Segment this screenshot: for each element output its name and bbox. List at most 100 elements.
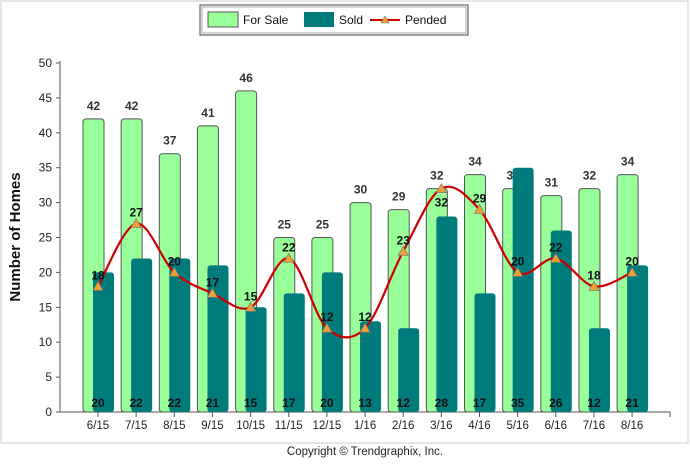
pended-legend-label: Pended	[405, 13, 446, 27]
pended-marker	[321, 322, 333, 333]
x-tick-label: 8/16	[621, 420, 643, 432]
pended-value-label: 20	[625, 254, 639, 268]
sold-bar	[398, 328, 420, 412]
y-tick-label: 15	[39, 300, 53, 314]
pended-value-label: 15	[244, 289, 258, 303]
pended-value-label: 12	[320, 310, 334, 324]
pended-value-label: 17	[206, 275, 220, 289]
sold-value-label: 22	[168, 396, 182, 410]
x-tick-label: 2/16	[392, 420, 414, 432]
pended-marker	[130, 217, 142, 228]
pended-marker	[512, 266, 524, 277]
pended-marker	[550, 252, 562, 263]
pended-marker	[473, 203, 486, 214]
x-tick-label: 11/15	[275, 420, 303, 432]
sold-bar	[169, 258, 191, 412]
sold-bar	[550, 230, 572, 412]
sold-legend-swatch	[304, 12, 334, 27]
pended-value-label: 18	[91, 268, 105, 282]
sold-value-label: 20	[320, 396, 334, 410]
for-sale-legend-swatch	[207, 11, 239, 28]
for-sale-value-label: 42	[87, 99, 101, 113]
x-tick-label: 10/15	[236, 420, 265, 432]
for-sale-value-label: 42	[125, 99, 139, 113]
pended-value-label: 27	[129, 206, 143, 220]
y-tick-label: 30	[39, 196, 53, 210]
pended-marker	[397, 245, 409, 256]
sold-legend-label: Sold	[339, 13, 363, 27]
y-axis-label: Number of Homes	[7, 172, 24, 301]
sold-bar	[245, 307, 267, 412]
x-tick-label: 7/16	[583, 420, 605, 432]
pended-marker	[283, 252, 295, 263]
pended-marker	[168, 266, 180, 277]
sold-bar	[321, 272, 343, 412]
x-tick-label: 8/15	[163, 420, 185, 432]
sold-bar	[360, 321, 382, 412]
for-sale-value-label: 34	[468, 155, 482, 169]
sold-value-label: 15	[244, 396, 258, 410]
y-tick-label: 5	[45, 370, 52, 384]
sold-value-label: 26	[549, 396, 563, 410]
for-sale-legend-label: For Sale	[243, 13, 289, 27]
for-sale-value-label: 32	[583, 169, 597, 183]
pended-value-label: 22	[549, 240, 563, 254]
sold-bar	[474, 293, 496, 412]
x-tick-label: 1/16	[354, 420, 376, 432]
pended-marker	[359, 322, 371, 333]
sold-value-label: 20	[91, 396, 105, 410]
pended-marker	[435, 182, 447, 193]
sold-bar	[512, 167, 534, 412]
pended-value-label: 22	[282, 240, 296, 254]
sold-value-label: 17	[473, 396, 487, 410]
for-sale-value-label: 30	[354, 183, 368, 197]
legend: For Sale Sold Pended	[199, 4, 469, 36]
x-tick-label: 4/16	[468, 420, 490, 432]
sold-value-label: 35	[511, 396, 525, 410]
for-sale-value-label: 25	[316, 218, 330, 232]
sold-bar	[588, 328, 610, 412]
for-sale-value-label: 41	[201, 106, 215, 120]
for-sale-value-label: 32	[430, 169, 444, 183]
y-tick-label: 10	[39, 335, 53, 349]
y-tick-label: 50	[39, 56, 53, 70]
for-sale-value-label: 46	[239, 71, 253, 85]
sold-bar	[93, 272, 114, 412]
sold-bar	[436, 216, 458, 412]
for-sale-value-label: 31	[545, 176, 559, 190]
pended-value-label: 29	[473, 192, 487, 206]
pended-marker	[626, 266, 638, 277]
pended-value-label: 20	[511, 254, 525, 268]
x-tick-label: 3/16	[430, 420, 452, 432]
pended-value-label: 32	[435, 196, 449, 210]
y-tick-label: 25	[39, 231, 53, 245]
sold-bar	[131, 258, 153, 412]
chart-frame	[0, 0, 689, 444]
for-sale-value-label: 29	[392, 190, 406, 204]
sold-value-label: 12	[587, 396, 601, 410]
legend-inner	[201, 6, 467, 34]
sold-value-label: 13	[358, 396, 372, 410]
for-sale-value-label: 25	[278, 218, 292, 232]
sold-value-label: 12	[397, 396, 411, 410]
pended-value-label: 12	[358, 310, 372, 324]
sold-value-label: 21	[625, 396, 639, 410]
pended-marker	[245, 301, 257, 312]
y-tick-label: 35	[39, 161, 53, 175]
for-sale-value-label: 34	[621, 155, 635, 169]
sold-value-label: 28	[435, 396, 449, 410]
x-tick-label: 9/15	[201, 420, 223, 432]
sold-value-label: 17	[282, 396, 296, 410]
y-tick-label: 20	[39, 265, 53, 279]
pended-value-label: 20	[168, 254, 182, 268]
sold-bar	[207, 265, 229, 412]
x-tick-label: 7/15	[125, 420, 147, 432]
sold-value-label: 22	[129, 396, 143, 410]
pended-value-label: 18	[587, 268, 601, 282]
y-tick-label: 0	[45, 405, 52, 419]
x-tick-label: 6/15	[87, 420, 109, 432]
pended-legend-marker	[380, 15, 390, 24]
x-tick-label: 5/16	[506, 420, 528, 432]
pended-marker	[206, 287, 219, 298]
